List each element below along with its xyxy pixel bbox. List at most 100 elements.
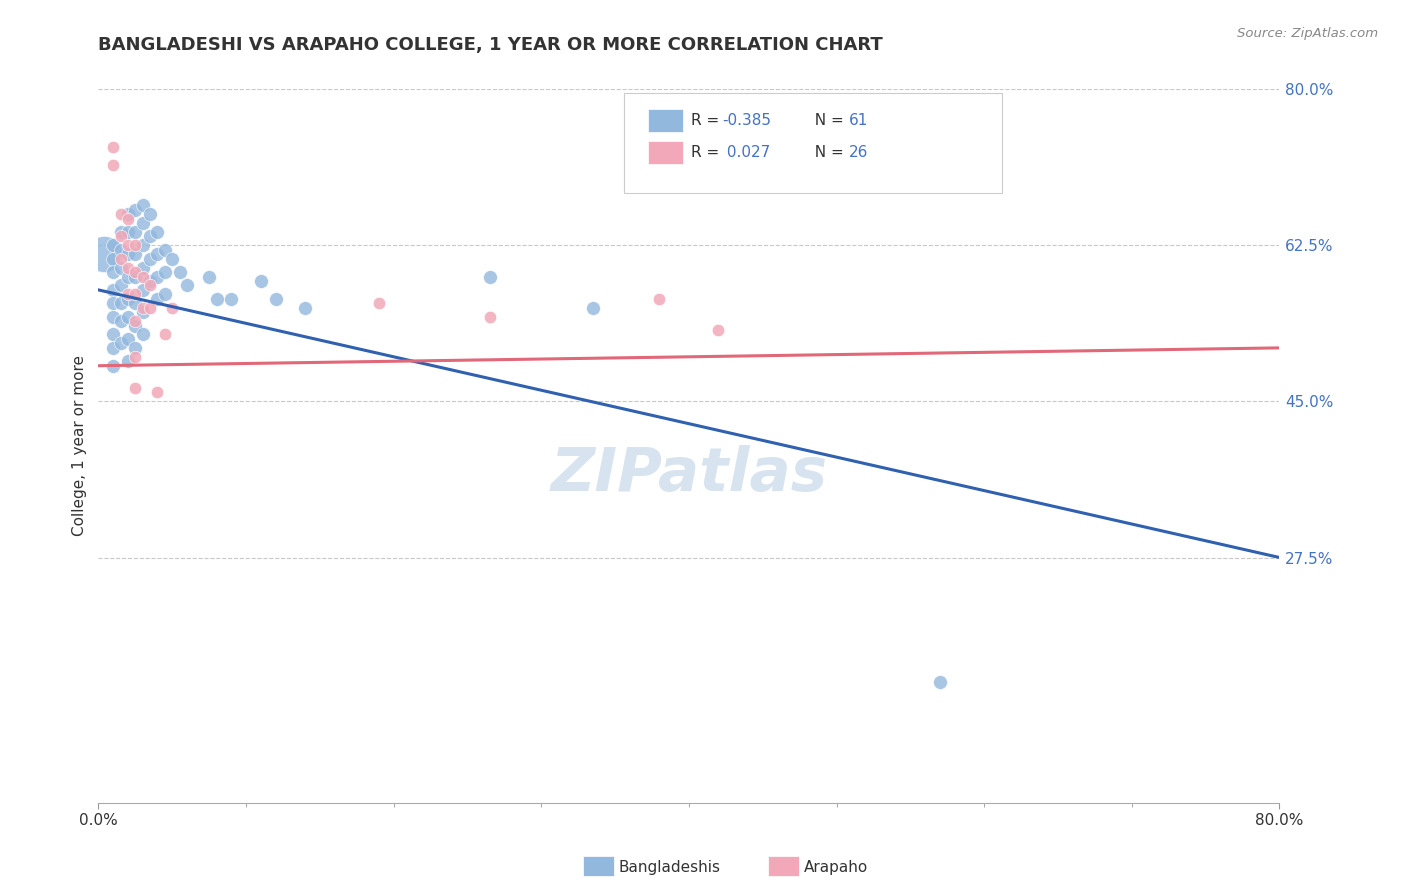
Point xyxy=(117,332,139,346)
Point xyxy=(124,381,146,395)
Point xyxy=(124,350,146,364)
Point xyxy=(146,385,169,400)
Point xyxy=(103,283,125,297)
Text: -0.385: -0.385 xyxy=(723,113,770,128)
Point xyxy=(132,238,155,252)
Point xyxy=(146,292,169,306)
Point xyxy=(117,238,139,252)
Point xyxy=(103,327,125,342)
Point xyxy=(132,269,155,284)
Point xyxy=(153,265,176,279)
Point xyxy=(124,202,146,217)
Point xyxy=(103,265,125,279)
Point xyxy=(103,140,125,154)
Text: Bangladeshis: Bangladeshis xyxy=(619,860,721,874)
Point xyxy=(928,675,950,690)
Point xyxy=(103,238,125,252)
Point xyxy=(110,260,132,275)
Point xyxy=(124,287,146,301)
Point xyxy=(139,229,162,244)
Point xyxy=(139,252,162,266)
Point xyxy=(117,225,139,239)
Point xyxy=(103,310,125,324)
Text: 61: 61 xyxy=(848,113,868,128)
Point xyxy=(582,301,605,315)
Point xyxy=(117,354,139,368)
Point xyxy=(117,260,139,275)
Point xyxy=(264,292,287,306)
Text: 26: 26 xyxy=(848,145,868,161)
Point xyxy=(478,310,501,324)
Point xyxy=(110,314,132,328)
Bar xyxy=(648,109,683,132)
FancyBboxPatch shape xyxy=(624,93,1002,193)
Point xyxy=(219,292,242,306)
Point xyxy=(103,252,125,266)
Point xyxy=(110,225,132,239)
Point xyxy=(117,287,139,301)
Point xyxy=(124,314,146,328)
Text: R =: R = xyxy=(692,145,724,161)
Point xyxy=(110,243,132,257)
Point xyxy=(132,260,155,275)
Point xyxy=(146,247,169,261)
Text: BANGLADESHI VS ARAPAHO COLLEGE, 1 YEAR OR MORE CORRELATION CHART: BANGLADESHI VS ARAPAHO COLLEGE, 1 YEAR O… xyxy=(98,36,883,54)
Bar xyxy=(648,141,683,164)
Point xyxy=(478,269,501,284)
Point xyxy=(124,238,146,252)
Point xyxy=(124,247,146,261)
Point xyxy=(103,158,125,172)
Point xyxy=(103,341,125,355)
Point xyxy=(110,229,132,244)
Point xyxy=(124,225,146,239)
Point xyxy=(146,225,169,239)
Point xyxy=(648,292,671,306)
Point xyxy=(132,301,155,315)
Point xyxy=(103,359,125,373)
Point xyxy=(176,278,198,293)
Point xyxy=(139,274,162,288)
Text: N =: N = xyxy=(804,145,848,161)
Point xyxy=(132,216,155,230)
Point xyxy=(110,296,132,310)
Text: ZIPatlas: ZIPatlas xyxy=(550,445,828,504)
Point xyxy=(124,269,146,284)
Point xyxy=(117,211,139,226)
Point xyxy=(153,327,176,342)
Point xyxy=(294,301,316,315)
Point xyxy=(368,296,391,310)
Point xyxy=(110,278,132,293)
Point xyxy=(153,287,176,301)
Point xyxy=(707,323,730,337)
Point xyxy=(132,198,155,212)
Point xyxy=(153,243,176,257)
Point xyxy=(162,301,183,315)
Point xyxy=(205,292,228,306)
Point xyxy=(139,207,162,221)
Point xyxy=(124,296,146,310)
Point xyxy=(124,341,146,355)
Point xyxy=(110,252,132,266)
Point xyxy=(117,247,139,261)
Point xyxy=(124,318,146,333)
Point xyxy=(103,296,125,310)
Point xyxy=(169,265,191,279)
Point xyxy=(162,252,183,266)
Point xyxy=(117,269,139,284)
Point xyxy=(139,301,162,315)
Point xyxy=(146,269,169,284)
Point xyxy=(117,207,139,221)
Text: Source: ZipAtlas.com: Source: ZipAtlas.com xyxy=(1237,27,1378,40)
Point xyxy=(117,292,139,306)
Point xyxy=(93,247,115,261)
Point xyxy=(110,336,132,351)
Point xyxy=(117,310,139,324)
Y-axis label: College, 1 year or more: College, 1 year or more xyxy=(72,356,87,536)
Point xyxy=(132,305,155,319)
Point xyxy=(124,265,146,279)
Point xyxy=(132,283,155,297)
Point xyxy=(110,207,132,221)
Text: Arapaho: Arapaho xyxy=(804,860,869,874)
Point xyxy=(132,327,155,342)
Text: 0.027: 0.027 xyxy=(723,145,770,161)
